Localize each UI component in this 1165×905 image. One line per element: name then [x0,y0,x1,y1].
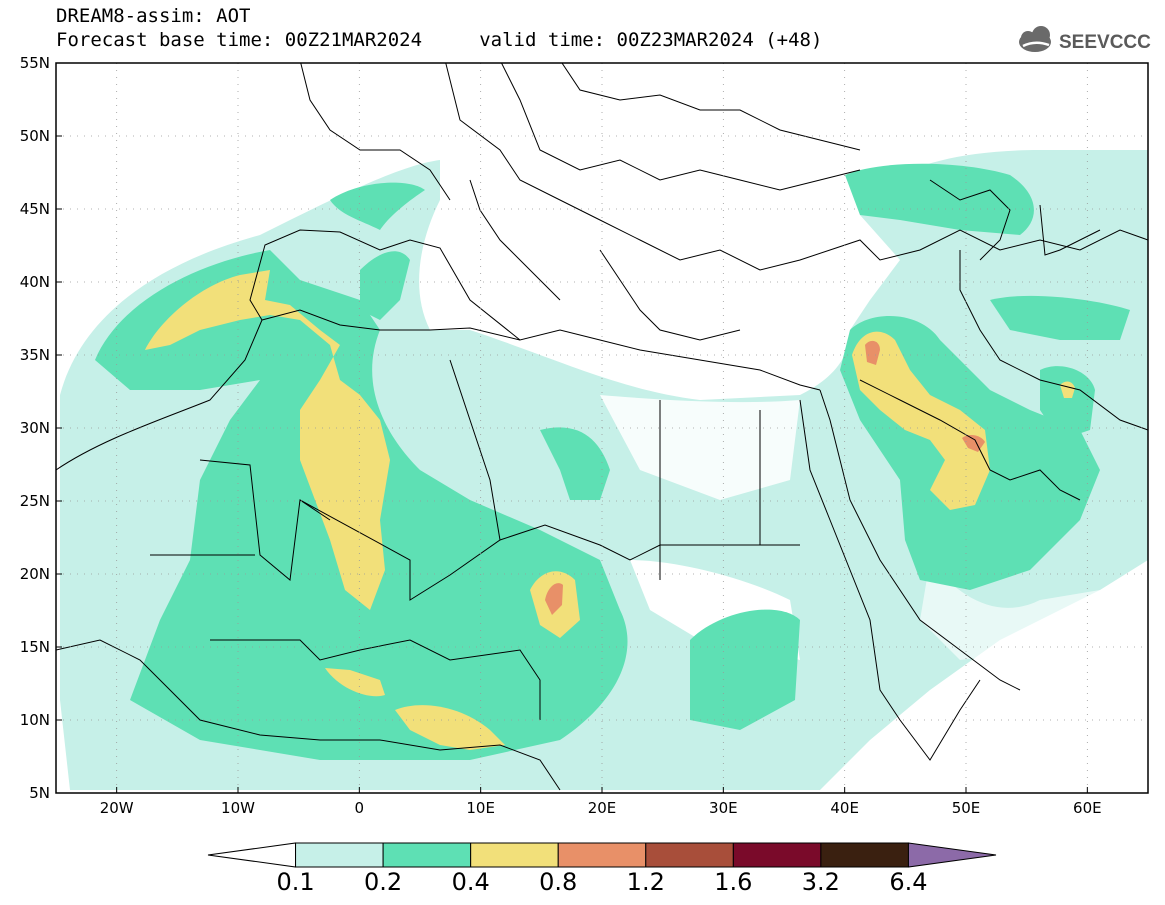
lon-tick-label: 10E [466,799,495,817]
coastlines [56,63,1148,791]
lon-tick-label: 50E [952,799,981,817]
aot-band-0.8 [545,583,563,615]
lat-tick-label: 5N [29,784,50,802]
colorbar-cell [470,842,559,868]
lat-tick-label: 15N [20,638,50,656]
lat-tick-label: 10N [20,711,50,729]
lon-tick-label: 20W [100,799,134,817]
colorbar-level-label: 0.1 [276,868,315,896]
lat-tick-label: 20N [20,565,50,583]
aot-band-0.4 [145,270,390,610]
lon-tick-label: 0 [355,799,365,817]
chart-subtitle: Forecast base time: 00Z21MAR2024 valid t… [56,29,823,51]
colorbar-level-label: 0.8 [539,868,578,896]
colorbar-cell [557,842,647,868]
colorbar-level-label: 1.2 [626,868,665,896]
colorbar-cell [732,842,822,868]
lat-tick-label: 50N [20,127,50,145]
colorbar-cell [645,842,734,868]
lon-tick-label: 20E [588,799,617,817]
lon-tick-label: 60E [1073,799,1102,817]
colorbar-cell [820,842,909,868]
lon-tick-label: 40E [830,799,859,817]
colorbar-level-label: 1.6 [714,868,753,896]
lat-tick-label: 35N [20,346,50,364]
lat-tick-label: 40N [20,273,50,291]
aot-field [60,150,1148,790]
colorbar-cell [207,842,297,868]
svg-text:SEEVCCC: SEEVCCC [1059,32,1151,53]
colorbar-level-label: 6.4 [889,868,928,896]
lat-tick-label: 55N [20,54,50,72]
colorbar-cell [907,842,997,868]
lat-tick-label: 25N [20,492,50,510]
chart-title: DREAM8-assim: AOT [56,5,251,27]
seevccc-logo: SEEVCCC [1019,26,1151,53]
cloud-icon [1019,26,1051,52]
colorbar-cell [382,842,472,868]
colorbar-level-label: 0.4 [451,868,490,896]
lon-tick-label: 30E [709,799,738,817]
lon-tick-label: 10W [221,799,255,817]
lat-tick-label: 30N [20,419,50,437]
colorbar-level-label: 0.2 [364,868,403,896]
lat-tick-label: 45N [20,200,50,218]
colorbar-level-label: 3.2 [801,868,840,896]
colorbar-cell [295,842,384,868]
graticule [56,63,1148,793]
